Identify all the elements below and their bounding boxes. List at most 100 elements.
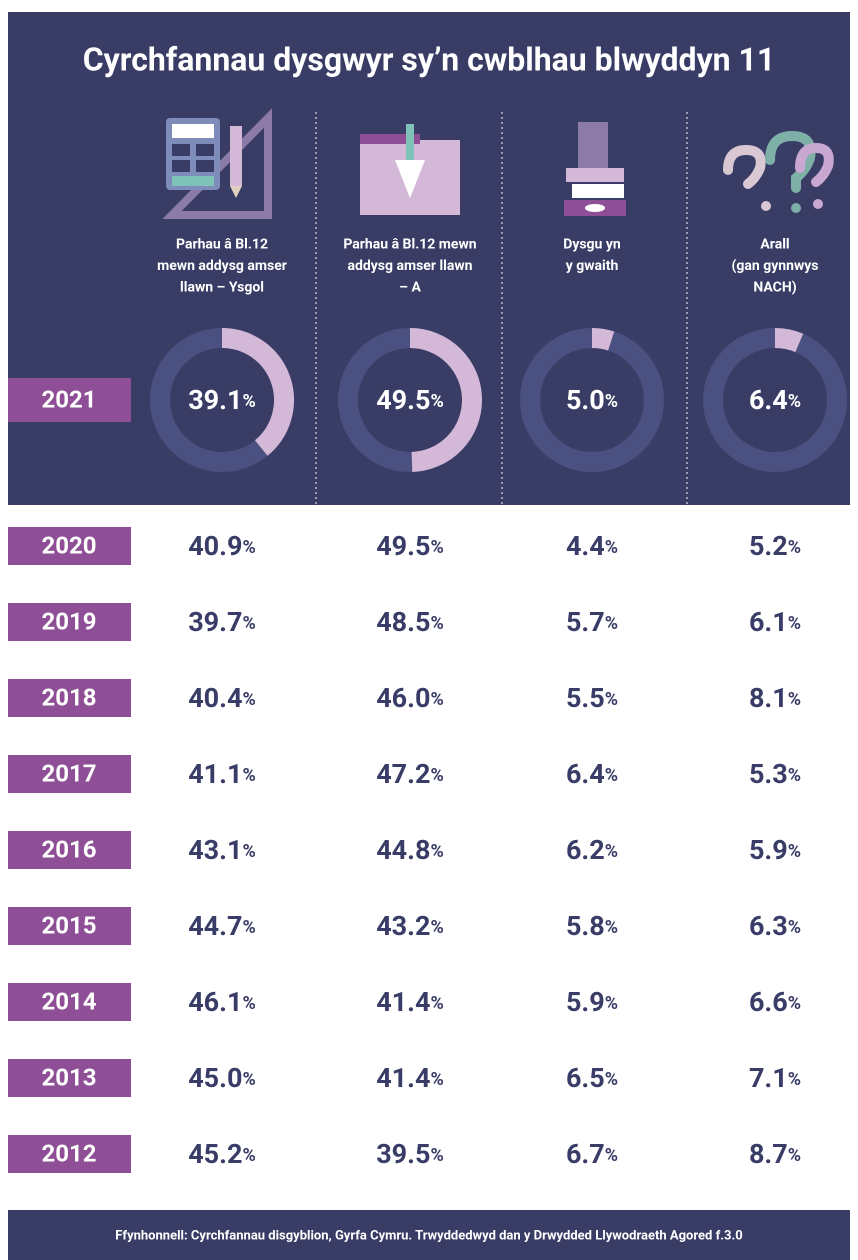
unit: % <box>605 537 618 558</box>
value-text: 40.9% <box>188 530 256 562</box>
unit: % <box>243 1145 256 1166</box>
value: 6.4 <box>566 758 605 790</box>
value: 5.9 <box>749 834 788 866</box>
unit: % <box>788 537 801 558</box>
unit: % <box>431 1069 444 1090</box>
value-text: 6.2% <box>566 834 618 866</box>
value-text: 43.2% <box>376 910 444 942</box>
unit: % <box>243 689 256 710</box>
unit: % <box>605 391 618 412</box>
value: 5.8 <box>566 910 605 942</box>
unit: % <box>243 841 256 862</box>
unit: % <box>243 537 256 558</box>
value-text: 41.1% <box>188 758 256 790</box>
unit: % <box>243 765 256 786</box>
value-text: 6.7% <box>566 1138 618 1170</box>
value: 41.4 <box>376 986 430 1018</box>
value: 39.7 <box>188 606 242 638</box>
year-label: 2019 <box>41 607 96 635</box>
value: 8.7 <box>749 1138 788 1170</box>
value-text: 49.5% <box>376 530 444 562</box>
unit: % <box>243 917 256 938</box>
value-text: 6.3% <box>749 910 801 942</box>
value-text: 4.4% <box>566 530 618 562</box>
unit: % <box>431 841 444 862</box>
unit: % <box>243 613 256 634</box>
unit: % <box>431 993 444 1014</box>
year-box <box>8 755 131 793</box>
unit: % <box>788 993 801 1014</box>
unit: % <box>431 1145 444 1166</box>
year-box <box>8 831 131 869</box>
value: 6.4 <box>749 384 788 416</box>
value-text: 6.1% <box>749 606 801 638</box>
value: 39.5 <box>376 1138 430 1170</box>
value-text: 45.0% <box>188 1062 256 1094</box>
column-label: NACH) <box>753 280 796 296</box>
unit: % <box>605 1145 618 1166</box>
footer-panel <box>8 1210 850 1260</box>
column-label: mewn addysg amser <box>157 258 287 274</box>
value: 41.1 <box>188 758 242 790</box>
value: 44.7 <box>188 910 242 942</box>
unit: % <box>788 689 801 710</box>
value: 48.5 <box>376 606 430 638</box>
icon-books <box>564 122 626 216</box>
value: 40.9 <box>188 530 242 562</box>
value: 7.1 <box>749 1062 788 1094</box>
source: Ffynhonnell: Cyrchfannau disgyblion, Gyr… <box>115 1228 742 1243</box>
unit: % <box>431 765 444 786</box>
value: 5.9 <box>566 986 605 1018</box>
value-text: 40.4% <box>188 682 256 714</box>
year-label: 2020 <box>41 531 96 559</box>
donut-arc <box>774 328 804 353</box>
unit: % <box>788 917 801 938</box>
year-box <box>8 1059 131 1097</box>
column-label: Parhau â Bl.12 <box>176 237 268 253</box>
value: 5.5 <box>566 682 605 714</box>
value-text: 39.5% <box>376 1138 444 1170</box>
value-text: 5.9% <box>566 986 618 1018</box>
value-text: 7.1% <box>749 1062 801 1094</box>
unit: % <box>431 537 444 558</box>
value-text: 5.5% <box>566 682 618 714</box>
value-text: 46.1% <box>188 986 256 1018</box>
value: 45.0 <box>188 1062 242 1094</box>
value-text: 6.4% <box>749 384 801 416</box>
value: 44.8 <box>376 834 430 866</box>
unit: % <box>605 689 618 710</box>
value-text: 5.7% <box>566 606 618 638</box>
year-box <box>8 983 131 1021</box>
value-text: 8.7% <box>749 1138 801 1170</box>
unit: % <box>431 917 444 938</box>
unit: % <box>605 917 618 938</box>
icon-questions <box>723 130 834 213</box>
unit: % <box>788 841 801 862</box>
value-text: 5.8% <box>566 910 618 942</box>
value-text: 6.5% <box>566 1062 618 1094</box>
unit: % <box>788 1069 801 1090</box>
column-label: addysg amser llawn <box>348 258 473 274</box>
value-text: 5.9% <box>749 834 801 866</box>
unit: % <box>243 993 256 1014</box>
value-text: 47.2% <box>376 758 444 790</box>
value-text: 46.0% <box>376 682 444 714</box>
value-text: 6.4% <box>566 758 618 790</box>
value-text: 48.5% <box>376 606 444 638</box>
donut-arc <box>221 328 294 456</box>
value-text: 39.1% <box>188 384 256 416</box>
value: 6.1 <box>749 606 788 638</box>
value-text: 5.2% <box>749 530 801 562</box>
value: 5.7 <box>566 606 605 638</box>
unit: % <box>605 613 618 634</box>
value: 40.4 <box>188 682 242 714</box>
column-label: Parhau â Bl.12 mewn <box>343 237 476 253</box>
separators <box>315 112 688 505</box>
value-text: 43.1% <box>188 834 256 866</box>
value-text: 49.5% <box>376 384 444 416</box>
column-label: Dysgu yn <box>563 237 621 253</box>
value-text: 41.4% <box>376 1062 444 1094</box>
unit: % <box>431 391 444 412</box>
donut-arc <box>591 328 615 351</box>
